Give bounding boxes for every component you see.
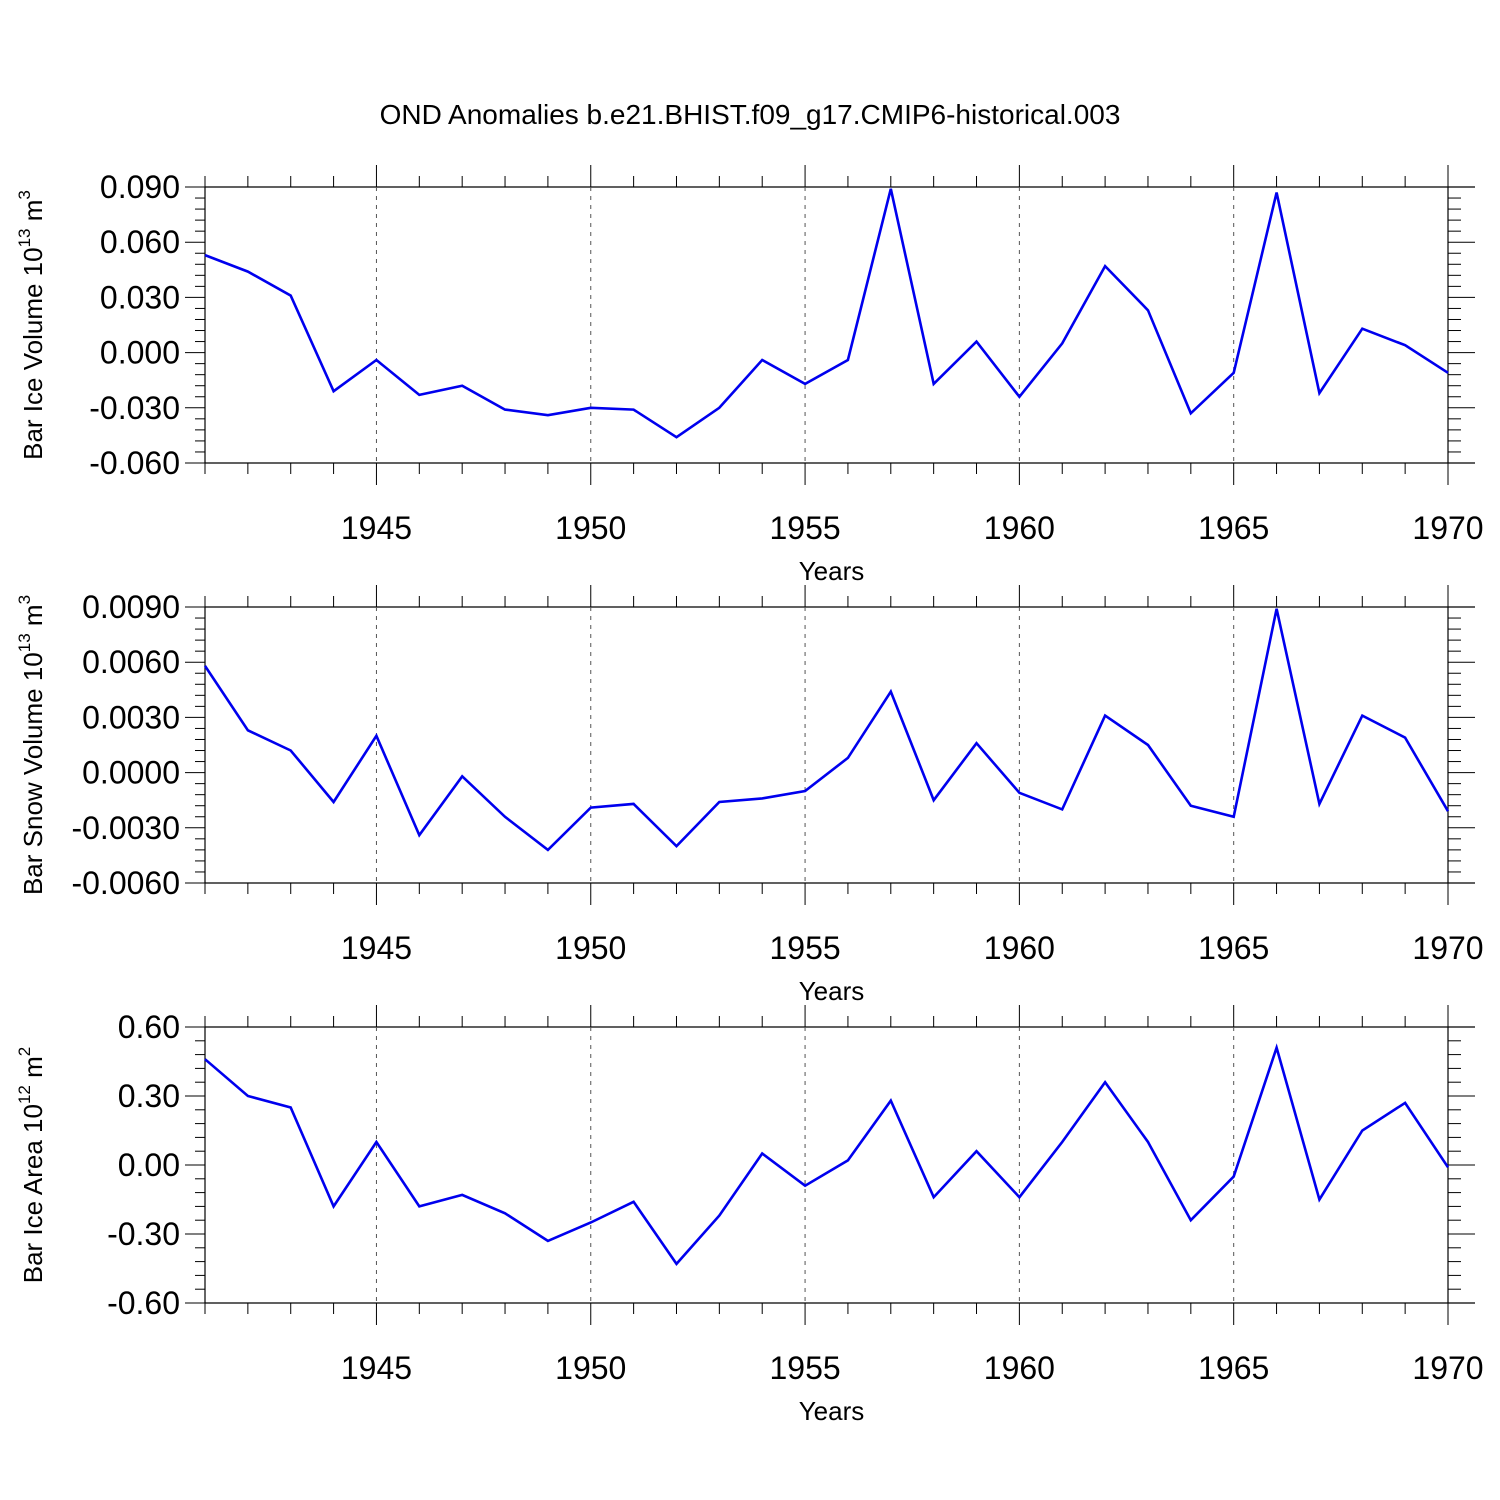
y-tick-label: 0.0030 [82,699,180,735]
panel-1: 1945 1950 1955 1960 1965 1970 -0.060 -0.030 0.00… [15,165,1484,586]
y-axis-label-exponent: 12 [15,1085,34,1104]
x-tick-label: 1945 [341,930,412,966]
y-tick-label: 0.030 [100,279,180,315]
y-axis-label-exponent: 13 [15,228,34,247]
x-tick-label: 1960 [984,510,1055,546]
y-axis-label: Bar Ice Area 1012 m2 [15,1047,48,1284]
x-tick-label: 1945 [341,510,412,546]
y-tick-label: 0.60 [118,1009,180,1045]
y-tick-label: -0.0060 [71,865,180,901]
y-tick-label: 0.0060 [82,644,180,680]
y-axis-label: Bar Ice Volume 1013 m3 [15,190,48,460]
y-tick-label: 0.0090 [82,589,180,625]
x-tick-label: 1965 [1198,510,1269,546]
x-tick-label: 1960 [984,1350,1055,1386]
x-tick-label: 1955 [769,510,840,546]
y-axis-label-unit: m [18,1056,48,1085]
x-tick-label: 1970 [1412,510,1483,546]
x-axis-label: Years [799,1396,865,1426]
y-axis-label-exponent: 13 [15,633,34,652]
y-tick-label: -0.60 [107,1285,180,1321]
series-line [204,188,1449,439]
figure-title: OND Anomalies b.e21.BHIST.f09_g17.CMIP6-… [380,99,1121,130]
panel-3: 1945 1950 1955 1960 1965 1970 -0.60 -0.30 0.00 0.… [15,1005,1484,1426]
x-tick-label: 1965 [1198,930,1269,966]
y-axis-label-text: Bar Ice Volume 10 [18,247,48,459]
panel-2: 1945 1950 1955 1960 1965 1970 -0.0060 -0.0030 0.… [15,585,1484,1006]
series-line [204,1043,1450,1267]
x-axis-label: Years [799,976,865,1006]
x-tick-label: 1970 [1412,930,1483,966]
y-axis-label-unit: m [18,604,48,633]
x-tick-label: 1955 [769,1350,840,1386]
y-tick-label: -0.30 [107,1216,180,1252]
x-tick-label: 1950 [555,930,626,966]
y-axis-label: Bar Snow Volume 1013 m3 [15,595,48,895]
y-tick-label: 0.000 [100,335,180,371]
x-tick-label: 1950 [555,1350,626,1386]
y-axis-label-unit-exponent: 3 [15,190,34,199]
y-axis-label-unit-exponent: 2 [15,1047,34,1056]
y-axis-label-text: Bar Snow Volume 10 [18,652,48,895]
x-tick-label: 1965 [1198,1350,1269,1386]
x-tick-label: 1945 [341,1350,412,1386]
x-axis-label: Years [799,556,865,586]
y-axis-label-unit-exponent: 3 [15,595,34,604]
y-axis-label-unit: m [18,200,48,229]
y-tick-label: 0.060 [100,224,180,260]
y-tick-label: -0.030 [89,390,180,426]
x-tick-label: 1960 [984,930,1055,966]
series-line [203,608,1450,852]
y-tick-label: 0.30 [118,1078,180,1114]
x-tick-label: 1950 [555,510,626,546]
y-tick-label: 0.0000 [82,755,180,791]
x-tick-label: 1970 [1412,1350,1483,1386]
y-axis-label-text: Bar Ice Area 10 [18,1104,48,1283]
x-tick-label: 1955 [769,930,840,966]
y-tick-label: 0.00 [118,1147,180,1183]
y-tick-label: 0.090 [100,169,180,205]
y-tick-label: -0.060 [89,445,180,481]
y-tick-label: -0.0030 [71,810,180,846]
